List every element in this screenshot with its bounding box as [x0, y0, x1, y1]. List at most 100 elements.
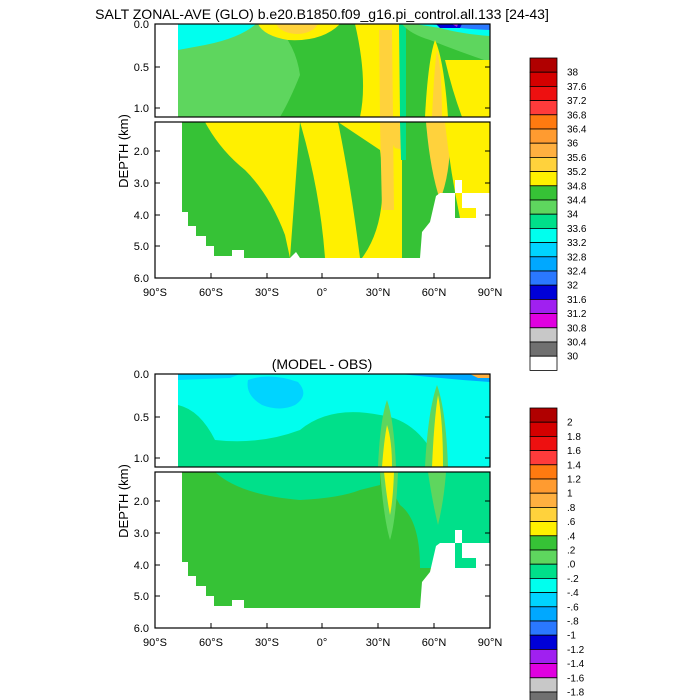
- colorbar: 21.81.61.41.21.8.6.4.2.0-.2-.4-.6-.8-1-1…: [529, 407, 585, 700]
- x-tick-label: 60°S: [199, 287, 223, 299]
- colorbar-swatch: [529, 464, 558, 480]
- colorbar-swatch: [529, 171, 558, 187]
- colorbar-swatch: [529, 435, 558, 451]
- colorbar-label: -1: [567, 631, 576, 642]
- x-tick-label: 0°: [317, 287, 328, 299]
- upper-depth-panel-fill: [155, 374, 490, 467]
- colorbar-swatch: [529, 284, 558, 300]
- colorbar-swatch: [529, 649, 558, 665]
- colorbar-label: 31.6: [567, 295, 587, 306]
- colorbar-label: 33.2: [567, 238, 587, 249]
- colorbar-swatch: [529, 341, 558, 357]
- colorbar-swatch: [529, 606, 558, 622]
- colorbar-label: 35.2: [567, 167, 587, 178]
- colorbar-swatch: [529, 663, 558, 679]
- colorbar-label: 1: [567, 489, 573, 500]
- colorbar-label: -.2: [567, 574, 579, 585]
- y-tick-label: 6.0: [134, 273, 149, 285]
- colorbar-label: 34.8: [567, 181, 587, 192]
- colorbar-swatch: [529, 128, 558, 144]
- y-tick-label: 5.0: [134, 241, 149, 253]
- colorbar-label: -1.6: [567, 673, 585, 684]
- x-tick-label: 30°N: [366, 287, 391, 299]
- colorbar-swatch: [529, 156, 558, 172]
- colorbar-label: 34: [567, 210, 579, 221]
- upper-panel-frame: [154, 373, 491, 468]
- colorbar-label: .2: [567, 546, 576, 557]
- colorbar-swatch: [529, 114, 558, 130]
- colorbar-swatch: [529, 535, 558, 551]
- colorbar-label: -1.4: [567, 659, 585, 670]
- colorbar-swatch: [529, 677, 558, 693]
- y-tick-label: 4.0: [134, 210, 149, 222]
- colorbar-swatch: [529, 86, 558, 102]
- colorbar-swatch: [529, 450, 558, 466]
- colorbar-swatch: [529, 578, 558, 594]
- colorbar-label: 38: [567, 68, 579, 79]
- colorbar-label: 34.4: [567, 196, 587, 207]
- colorbar-label: 35.6: [567, 153, 587, 164]
- colorbar-label: 32.8: [567, 252, 587, 263]
- colorbar-swatch: [529, 563, 558, 579]
- colorbar-label: 30: [567, 352, 579, 363]
- colorbar-swatch: [529, 506, 558, 522]
- y-tick-label: 1.0: [134, 453, 149, 465]
- upper-panel-frame: [154, 23, 491, 118]
- y-tick-label: 1.0: [134, 103, 149, 115]
- colorbar-swatch: [529, 327, 558, 343]
- colorbar-label: 36.8: [567, 110, 587, 121]
- colorbar-label: 1.6: [567, 446, 581, 457]
- colorbar-swatch: [529, 421, 558, 437]
- x-tick-label: 60°S: [199, 637, 223, 649]
- colorbar-swatch: [529, 620, 558, 636]
- y-tick-label: 0.5: [134, 412, 149, 424]
- salinity-chart: SALT ZONAL-AVE (GLO) b.e20.B1850.f09_g16…: [95, 6, 587, 371]
- colorbar-swatch: [529, 227, 558, 243]
- chart-title: (MODEL - OBS): [272, 356, 373, 372]
- colorbar-label: 2: [567, 418, 573, 429]
- colorbar-swatch: [529, 142, 558, 158]
- upper-y-ticks: 0.0 0.5 1.0: [134, 19, 490, 115]
- x-ticks: 90°S 60°S 30°S 0° 30°N 60°N 90°N: [143, 273, 502, 299]
- colorbar-label: -1.2: [567, 645, 585, 656]
- colorbar-label: 37.2: [567, 96, 587, 107]
- colorbar-label: -.6: [567, 602, 579, 613]
- colorbar-swatch: [529, 521, 558, 537]
- x-tick-label: 30°N: [366, 637, 391, 649]
- y-axis-label: DEPTH (km): [116, 114, 131, 188]
- colorbar-swatch: [529, 634, 558, 650]
- colorbar-label: 1.8: [567, 432, 581, 443]
- x-tick-label: 90°N: [478, 637, 503, 649]
- colorbar-swatch: [529, 213, 558, 229]
- y-tick-label: 0.0: [134, 19, 149, 31]
- y-tick-label: 2.0: [134, 496, 149, 508]
- colorbar-label: 1.2: [567, 475, 581, 486]
- colorbar-swatch: [529, 298, 558, 314]
- colorbar-label: 32: [567, 281, 579, 292]
- upper-depth-panel-fill: [155, 24, 490, 117]
- y-tick-label: 4.0: [134, 560, 149, 572]
- colorbar-label: 37.6: [567, 82, 587, 93]
- colorbar-swatch: [529, 478, 558, 494]
- y-tick-label: 5.0: [134, 591, 149, 603]
- colorbar-label: 30.8: [567, 323, 587, 334]
- x-tick-label: 30°S: [255, 287, 279, 299]
- x-tick-label: 60°N: [422, 637, 447, 649]
- colorbar-swatch: [529, 185, 558, 201]
- colorbar-swatch: [529, 242, 558, 258]
- colorbar-swatch: [529, 57, 558, 73]
- x-tick-label: 60°N: [422, 287, 447, 299]
- upper-y-ticks: 0.0 0.5 1.0: [134, 369, 490, 465]
- colorbar-swatch: [529, 492, 558, 508]
- lower-y-ticks: 2.0 3.0 4.0 5.0 6.0: [134, 496, 490, 635]
- lower-depth-panel-fill: [155, 122, 490, 278]
- colorbar-swatch: [529, 256, 558, 272]
- colorbar-label: -1.8: [567, 688, 585, 699]
- x-tick-label: 90°S: [143, 287, 167, 299]
- y-tick-label: 0.5: [134, 62, 149, 74]
- colorbar-label: 31.2: [567, 309, 587, 320]
- colorbar-swatch: [529, 355, 558, 371]
- chart-title: SALT ZONAL-AVE (GLO) b.e20.B1850.f09_g16…: [95, 6, 549, 22]
- y-tick-label: 6.0: [134, 623, 149, 635]
